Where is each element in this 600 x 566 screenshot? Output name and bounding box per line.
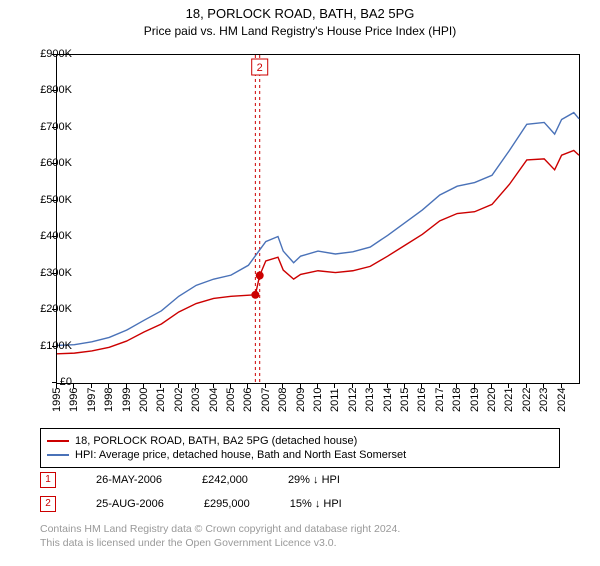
x-axis-label: 2014: [382, 388, 394, 422]
x-axis-label: 2012: [347, 388, 359, 422]
x-axis-label: 2010: [312, 388, 324, 422]
footer: Contains HM Land Registry data © Crown c…: [40, 522, 400, 550]
x-axis-label: 2000: [138, 388, 150, 422]
chart-plot-area: 2: [56, 54, 580, 384]
x-axis-label: 2017: [434, 388, 446, 422]
chart-container: 18, PORLOCK ROAD, BATH, BA2 5PG Price pa…: [0, 6, 600, 566]
legend-label-property: 18, PORLOCK ROAD, BATH, BA2 5PG (detache…: [75, 435, 357, 447]
sale-date-2: 25-AUG-2006: [96, 498, 164, 510]
legend-label-hpi: HPI: Average price, detached house, Bath…: [75, 449, 406, 461]
y-axis-label: £800K: [22, 84, 72, 96]
page-subtitle: Price paid vs. HM Land Registry's House …: [0, 24, 600, 38]
sale-price-1: £242,000: [202, 474, 248, 486]
svg-text:2: 2: [257, 62, 263, 74]
x-axis-label: 1997: [86, 388, 98, 422]
y-axis-label: £700K: [22, 121, 72, 133]
x-axis-label: 2001: [155, 388, 167, 422]
sale-marker-2: 2: [40, 496, 56, 512]
x-axis-label: 2015: [399, 388, 411, 422]
x-axis-label: 2007: [260, 388, 272, 422]
y-axis-label: £0: [22, 376, 72, 388]
x-axis-label: 2023: [538, 388, 550, 422]
y-axis-label: £100K: [22, 340, 72, 352]
sale-date-1: 26-MAY-2006: [96, 474, 162, 486]
page-title: 18, PORLOCK ROAD, BATH, BA2 5PG: [0, 6, 600, 21]
y-axis-label: £900K: [22, 48, 72, 60]
x-axis-label: 2013: [364, 388, 376, 422]
sale-row-2: 2 25-AUG-2006 £295,000 15% ↓ HPI: [40, 496, 342, 512]
x-axis-label: 2018: [451, 388, 463, 422]
x-axis-label: 2021: [503, 388, 515, 422]
legend: 18, PORLOCK ROAD, BATH, BA2 5PG (detache…: [40, 428, 560, 468]
x-axis-label: 2022: [521, 388, 533, 422]
legend-item-hpi: HPI: Average price, detached house, Bath…: [47, 449, 553, 461]
x-axis-label: 2011: [329, 388, 341, 422]
sale-row-1: 1 26-MAY-2006 £242,000 29% ↓ HPI: [40, 472, 340, 488]
sale-delta-2: 15% ↓ HPI: [290, 498, 342, 510]
legend-swatch-property: [47, 440, 69, 442]
x-axis-label: 2016: [416, 388, 428, 422]
x-axis-label: 2005: [225, 388, 237, 422]
sale-price-2: £295,000: [204, 498, 250, 510]
x-axis-label: 2006: [242, 388, 254, 422]
legend-item-property: 18, PORLOCK ROAD, BATH, BA2 5PG (detache…: [47, 435, 553, 447]
sale-marker-1: 1: [40, 472, 56, 488]
x-axis-label: 2008: [277, 388, 289, 422]
footer-line-2: This data is licensed under the Open Gov…: [40, 536, 400, 550]
x-axis-label: 1995: [51, 388, 63, 422]
x-axis-label: 1996: [68, 388, 80, 422]
line-chart-svg: 2: [57, 55, 579, 383]
y-axis-label: £200K: [22, 303, 72, 315]
y-axis-label: £600K: [22, 157, 72, 169]
x-axis-label: 2002: [173, 388, 185, 422]
y-axis-label: £400K: [22, 230, 72, 242]
x-axis-label: 1999: [121, 388, 133, 422]
x-axis-label: 2024: [556, 388, 568, 422]
footer-line-1: Contains HM Land Registry data © Crown c…: [40, 522, 400, 536]
y-axis-label: £300K: [22, 267, 72, 279]
y-axis-label: £500K: [22, 194, 72, 206]
x-axis-label: 2020: [486, 388, 498, 422]
x-axis-label: 2009: [295, 388, 307, 422]
x-axis-label: 2004: [208, 388, 220, 422]
legend-swatch-hpi: [47, 454, 69, 456]
x-axis-label: 2019: [469, 388, 481, 422]
x-axis-label: 1998: [103, 388, 115, 422]
sale-delta-1: 29% ↓ HPI: [288, 474, 340, 486]
x-axis-label: 2003: [190, 388, 202, 422]
